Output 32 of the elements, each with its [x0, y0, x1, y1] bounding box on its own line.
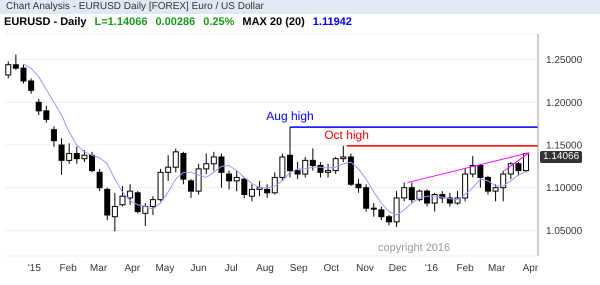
text: 0.25% [203, 16, 234, 28]
text: Chart Analysis - EURUSD Daily [FOREX] Euro / US Dollar [0, 0, 600, 14]
y-tick-label: 1.25000 [546, 55, 583, 66]
series-label: Aug high [266, 109, 314, 124]
x-tick-label: '16 [424, 263, 438, 274]
x-tick-label: Feb [456, 263, 474, 274]
x-tick-label: Apr [124, 263, 141, 274]
y-tick-label: 1.15000 [546, 140, 583, 152]
text: L=1.14066 [94, 16, 148, 28]
x-tick-label: Oct [324, 263, 340, 274]
x-tick-label: Feb [59, 263, 78, 274]
y-tick-label: 1.05000 [546, 226, 583, 237]
x-tick-label: '15 [28, 263, 42, 274]
x-tick-label: Dec [388, 263, 407, 274]
text: MAX 20 (20) [242, 16, 305, 28]
x-tick-label: Jul [224, 263, 238, 274]
x-tick-label: Mar [488, 263, 506, 274]
x-tick-label: Nov [356, 263, 374, 274]
x-tick-label: Sep [290, 263, 308, 274]
y-tick-label: 1.20000 [546, 98, 583, 109]
x-tick-label: Mar [90, 263, 108, 274]
series-label: Oct high [324, 128, 369, 142]
x-tick-label: Apr [522, 263, 539, 274]
chart-title: EURUSD - Daily [4, 16, 87, 28]
x-tick-label: Aug [256, 263, 274, 274]
text: 1.11942 [312, 16, 352, 28]
text: 1.14066 [540, 151, 582, 163]
text: 0.00286 [155, 16, 196, 28]
x-tick-label: May [155, 263, 174, 274]
x-tick-label: Jun [190, 263, 207, 274]
annotation: copyright 2016 [378, 242, 450, 254]
y-tick-label: 1.10000 [546, 183, 583, 194]
